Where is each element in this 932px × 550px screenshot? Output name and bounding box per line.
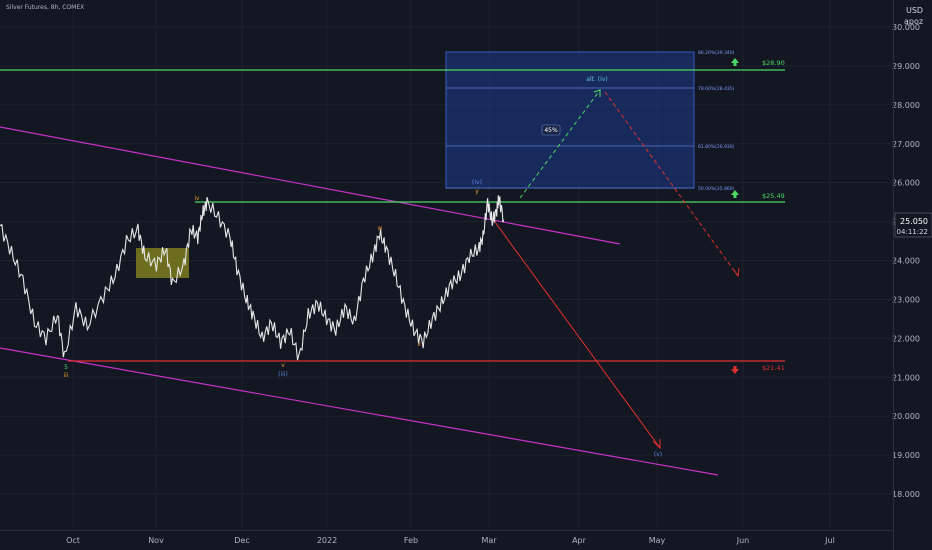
y-tick-label: 27.000 [892,140,920,149]
bullish-alt-arrow[interactable] [519,89,601,199]
x-tick-label: May [649,536,666,545]
x-tick-label: Jun [736,536,750,545]
y-tick-label: 22.000 [892,334,920,343]
y-tick-label: 20.000 [892,412,920,421]
countdown: 04:11:22 [897,228,928,236]
wave-label-iv-paren: (iv) [472,179,482,186]
arrow-head [733,267,740,278]
up-arrow-icon [731,190,739,198]
grid [0,0,893,530]
y-tick-label: 28.000 [892,101,920,110]
time-axis-divider [0,530,893,531]
pct-badge-bg [541,124,561,136]
wave-label-iii: iii [63,372,68,379]
arrow-head [652,439,661,450]
last-price: 25.050 [900,217,928,226]
pct-badge: 45% [544,127,558,134]
y-tick-label: 23.000 [892,295,920,304]
wave-label-iii-paren: (iii) [278,371,288,378]
fib-label: 50.00%(25.860) [698,186,735,192]
wave-label-v-paren: (v) [654,451,662,458]
y-tick-label: 19.000 [892,451,920,460]
channel-lower-line[interactable] [0,347,719,476]
level-label-2890: $28.90 [762,59,785,67]
down-arrow-icon [731,366,739,374]
chart-labels: $28.90 $25.49 $21.41 86.20%(29.340) 78.6… [63,50,784,458]
wave-label-y: y [475,188,479,195]
y-tick-label: 18.000 [892,490,920,499]
last-price-tag: 25.050 04:11:22 [894,212,932,238]
up-arrow-icon [731,58,739,66]
drawings [0,51,785,476]
bearish-alt-arrow[interactable] [604,91,739,277]
price-axis-divider [893,0,894,550]
symbol-title[interactable]: Silver Futures, 8h, COMEX [6,4,85,11]
y-tick-label: 24.000 [892,257,920,266]
x-tick-label: Jul [824,536,835,545]
wave-label-alt-iv: alt. (iv) [586,76,607,83]
x-tick-label: Nov [148,536,164,545]
wave-label-v: v [281,362,285,369]
wave-label-iv: iv [194,195,200,202]
level-label-2141: $21.41 [762,364,785,372]
wave-label-x: x [417,341,421,348]
channel-upper-line[interactable] [0,126,621,245]
time-axis[interactable]: Oct Nov Dec 2022 Feb Mar Apr May Jun Jul [66,536,835,545]
wave-label-5: 5 [64,364,68,371]
y-tick-label: 26.000 [892,179,920,188]
x-tick-label: Oct [66,536,80,545]
fib-label: 78.60%(28.435) [698,86,735,92]
arrow-head [593,89,601,97]
x-tick-label: Dec [234,536,249,545]
x-tick-label: Mar [481,536,497,545]
y-tick-label: 30.000 [892,23,920,32]
fib-label: 86.20%(29.340) [698,50,735,56]
x-tick-label: 2022 [317,536,337,545]
price-axis[interactable]: 18.000 19.000 20.000 21.000 22.000 23.000 24.0… [892,23,920,499]
x-tick-label: Feb [404,536,418,545]
target-zone-box[interactable] [445,51,695,189]
level-label-2549: $25.49 [762,192,785,200]
bearish-projection-arrow[interactable] [491,217,661,449]
fib-label: 61.80%(26.930) [698,144,735,150]
y-tick-label: 21.000 [892,373,920,382]
currency-label[interactable]: USD [906,6,924,15]
x-tick-label: Apr [572,536,587,545]
wave-label-w: w [378,225,383,232]
author-label: apoz [904,17,924,26]
y-tick-label: 29.000 [892,62,920,71]
price-series[interactable] [0,195,505,361]
